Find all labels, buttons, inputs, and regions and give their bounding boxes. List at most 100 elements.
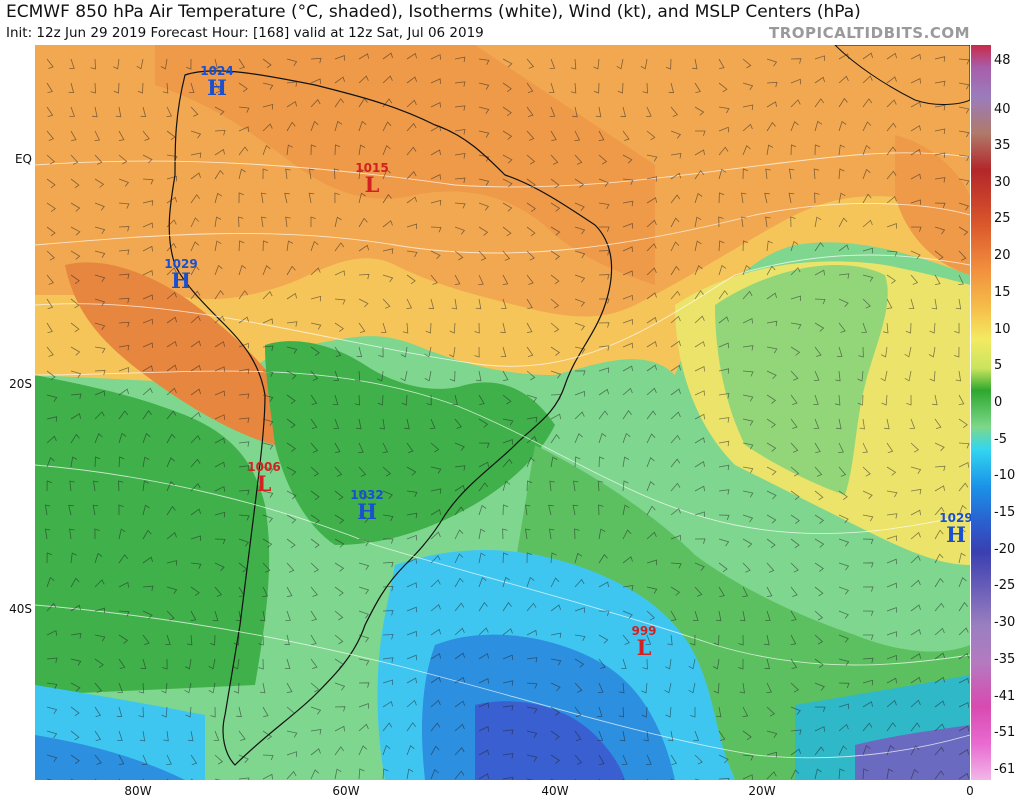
wind-barb — [334, 242, 345, 252]
wind-barb — [262, 586, 269, 597]
wind-barb — [665, 658, 672, 670]
wind-barb — [934, 56, 946, 62]
wind-barb — [766, 394, 777, 404]
wind-barb — [406, 250, 418, 258]
wind-barb — [214, 341, 225, 348]
wind-barb — [646, 219, 657, 228]
wind-barb — [214, 366, 225, 372]
wind-barb — [430, 604, 441, 612]
wind-barb — [886, 677, 897, 684]
wind-barb — [46, 457, 55, 468]
wind-barb — [308, 168, 315, 180]
field-coldest-pool — [475, 701, 625, 780]
wind-barb — [742, 145, 751, 156]
lon-label-0: 0 — [966, 784, 974, 798]
wind-barb — [46, 130, 55, 141]
wind-barb — [210, 706, 216, 718]
wind-barb — [214, 315, 225, 324]
wind-barb — [378, 346, 384, 358]
wind-barb — [286, 490, 297, 500]
wind-barb — [886, 631, 897, 637]
wind-barb — [238, 126, 249, 132]
wind-barb — [595, 106, 602, 118]
wind-barb — [478, 627, 489, 636]
wind-barb — [550, 577, 560, 588]
wind-barb — [813, 394, 819, 405]
wind-barb — [118, 367, 129, 373]
wind-barb — [694, 562, 705, 571]
wind-barb — [502, 680, 514, 686]
wind-barb — [718, 316, 729, 324]
wind-barb — [70, 298, 80, 309]
wind-barb — [334, 514, 345, 524]
wind-barb — [310, 658, 318, 669]
wind-barb — [550, 706, 560, 716]
wind-barb — [525, 504, 531, 516]
wind-barb — [94, 528, 100, 540]
wind-barb — [622, 342, 633, 349]
wind-barb — [670, 458, 681, 468]
wind-barb — [430, 509, 441, 516]
wind-barb — [646, 267, 657, 276]
wind-barb — [161, 682, 168, 694]
wind-barb — [46, 416, 58, 422]
wind-barb — [742, 442, 754, 450]
wind-barb — [382, 248, 394, 254]
wind-barb — [500, 346, 507, 358]
wind-barb — [406, 768, 414, 780]
wind-barb — [238, 538, 250, 547]
wind-barb — [190, 388, 201, 396]
wind-barb — [382, 145, 391, 156]
wind-barb — [69, 106, 75, 117]
wind-barb — [570, 58, 577, 70]
wind-barb — [208, 682, 216, 694]
wind-barb — [766, 538, 776, 549]
wind-barb — [166, 586, 178, 595]
wind-barb — [382, 466, 392, 477]
wind-barb — [90, 58, 96, 70]
wind-barb — [430, 745, 440, 756]
wind-barb — [790, 216, 796, 228]
wind-barb — [334, 768, 342, 780]
wind-barb — [958, 725, 969, 732]
wind-barb — [118, 504, 124, 516]
wind-barb — [406, 490, 418, 497]
wind-barb — [262, 168, 268, 180]
wind-barb — [694, 170, 705, 180]
wind-barb — [598, 410, 609, 420]
wind-barb — [358, 442, 364, 453]
wind-barb — [550, 604, 561, 612]
wind-barb — [212, 610, 219, 622]
wind-barb — [382, 490, 393, 499]
wind-barb — [934, 746, 945, 756]
wind-barb — [166, 387, 177, 396]
wind-barb — [670, 482, 681, 492]
wind-barb — [838, 586, 850, 595]
wind-barb — [766, 706, 775, 717]
wind-barb — [190, 241, 200, 252]
wind-barb — [46, 106, 54, 117]
wind-barb — [286, 562, 295, 573]
wind-barb — [646, 410, 657, 420]
wind-barb — [166, 316, 177, 324]
wind-barb — [286, 770, 297, 780]
wind-barb — [454, 577, 464, 588]
wind-barb — [262, 370, 274, 377]
wind-barb — [502, 394, 512, 405]
wind-barb — [142, 342, 153, 349]
wind-barb — [70, 552, 77, 564]
wind-barb — [214, 129, 226, 136]
wind-barb — [934, 485, 945, 492]
wind-barb — [526, 629, 537, 636]
wind-barb — [165, 634, 171, 645]
wind-barb — [68, 82, 75, 94]
wind-barb — [430, 149, 441, 156]
wind-barb — [646, 154, 658, 162]
wind-barb — [334, 725, 345, 732]
wind-barb — [406, 699, 417, 708]
wind-barb — [334, 706, 346, 712]
wind-barb — [70, 413, 81, 420]
wind-barb — [886, 442, 894, 453]
wind-barb — [69, 480, 75, 492]
wind-barb — [478, 702, 489, 708]
